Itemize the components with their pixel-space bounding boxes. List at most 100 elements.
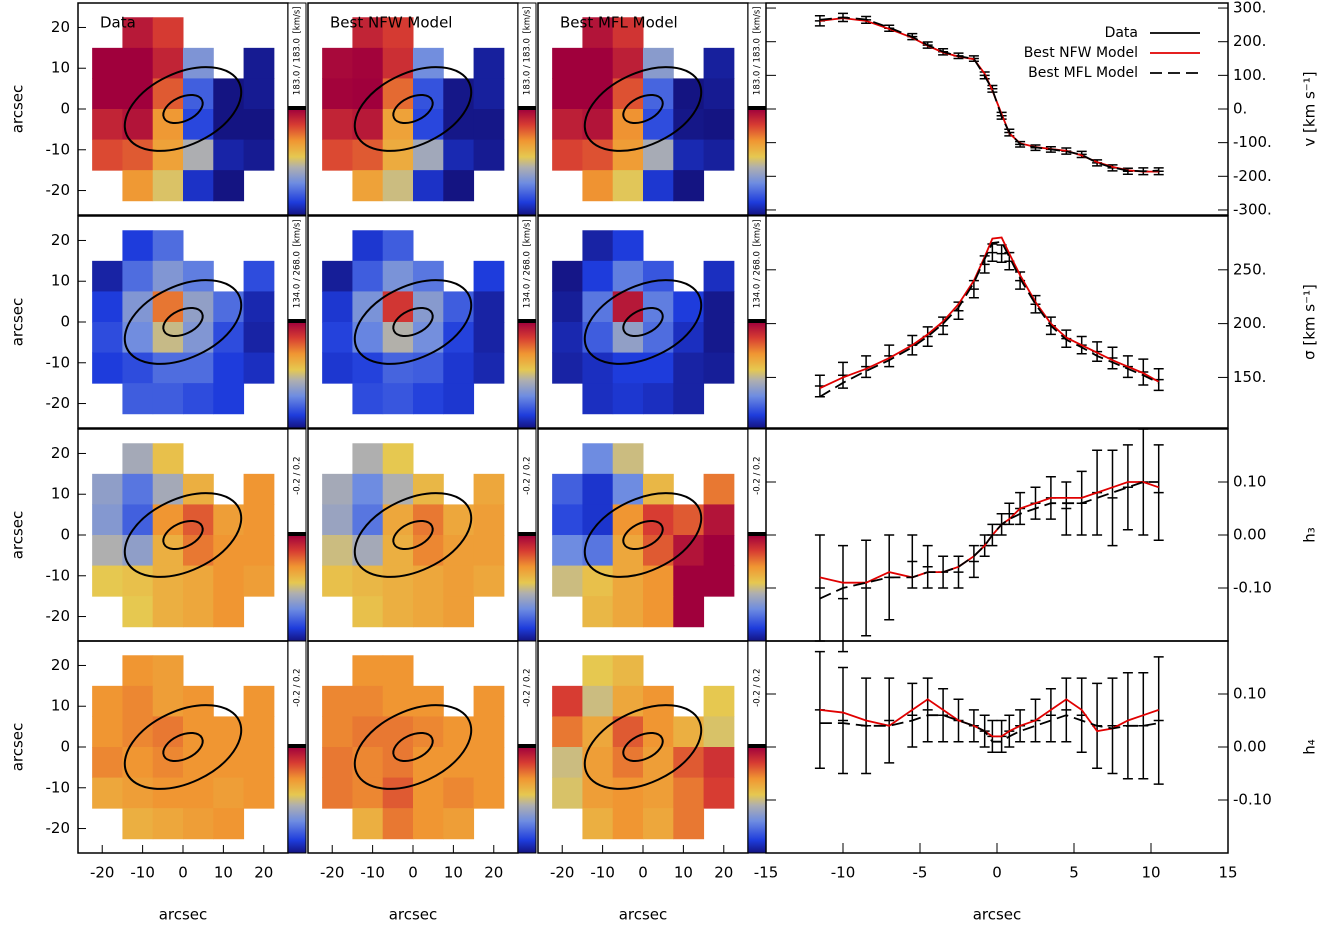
map-cell — [243, 291, 275, 323]
y-tick-label: 150. — [1233, 368, 1266, 386]
map-cell — [152, 565, 184, 597]
map-cell — [322, 260, 353, 292]
map-cell — [152, 322, 184, 354]
map-cell — [643, 685, 674, 717]
map-cell — [352, 170, 384, 202]
error-bar — [1015, 271, 1026, 290]
map-cell — [612, 260, 644, 292]
map — [322, 655, 505, 840]
map-cell — [582, 47, 614, 79]
colorbar — [287, 746, 307, 854]
error-bar — [1061, 481, 1072, 536]
map-cell — [413, 535, 444, 567]
map-cell — [122, 473, 154, 505]
map-cell — [92, 352, 123, 384]
map-cell — [643, 170, 674, 202]
map-cell — [382, 473, 414, 505]
error-bar — [1061, 677, 1072, 743]
map-cell — [382, 260, 414, 292]
map-cell — [243, 716, 275, 748]
colorbar-separator — [288, 319, 306, 323]
map-cell — [473, 716, 505, 748]
y-tick-label: 0.10 — [1233, 473, 1266, 491]
error-bar — [987, 243, 998, 262]
colorbar-unit: [km/s] — [293, 219, 303, 246]
y-axis-label: arcsec — [9, 511, 27, 560]
map-cell — [582, 383, 614, 415]
map-cell — [413, 747, 444, 779]
map-cell — [612, 322, 644, 354]
map-cell — [243, 78, 275, 110]
map-cell — [582, 230, 614, 262]
map-cell — [122, 170, 154, 202]
isophotes — [353, 492, 473, 578]
map-cell — [612, 596, 644, 628]
colorbar-separator — [288, 532, 306, 536]
error-bar — [838, 361, 848, 389]
map-cell — [582, 655, 614, 687]
map-cell — [413, 109, 444, 141]
map — [92, 655, 275, 840]
x-tick-label: -10 — [130, 864, 155, 882]
error-bar — [1004, 502, 1015, 526]
colorbar-unit: [km/s] — [523, 6, 533, 33]
map-cell — [213, 535, 245, 567]
map — [92, 230, 275, 415]
error-bar — [968, 279, 979, 299]
error-bar — [1138, 358, 1149, 386]
map-cell — [673, 139, 705, 171]
map-cell — [183, 109, 214, 141]
map-cell — [582, 473, 614, 505]
legend-label: Best NFW Model — [1024, 45, 1138, 61]
outer-ellipse — [353, 279, 473, 365]
map-cell — [643, 716, 674, 748]
map-cell — [612, 47, 644, 79]
error-bar — [979, 255, 990, 274]
map-cell — [582, 443, 614, 475]
map-cell — [213, 565, 245, 597]
map-cell — [183, 78, 214, 110]
map-cell — [243, 47, 275, 79]
inner-ellipse — [622, 731, 664, 763]
y-tick-label: -10 — [46, 140, 71, 158]
x-tick-label: 20 — [714, 864, 733, 882]
map-cell — [122, 685, 154, 717]
map-cell — [243, 565, 275, 597]
map-cell — [673, 109, 705, 141]
map-cell — [703, 322, 735, 354]
map-cell — [473, 260, 505, 292]
map-cell — [213, 747, 245, 779]
map-cell — [643, 139, 674, 171]
colorbar-unit: [km/s] — [523, 219, 533, 246]
map-cell — [122, 352, 154, 384]
map-cell — [352, 808, 384, 840]
colorbar — [287, 534, 307, 642]
map-cell — [413, 504, 444, 536]
model-line — [819, 698, 1159, 738]
colorbar-label: -0.2 / 0.2 — [523, 668, 533, 706]
map-cell — [703, 473, 735, 505]
outer-ellipse — [353, 492, 473, 578]
colorbar-separator — [518, 319, 536, 323]
colorbar-label: -0.2 / 0.2 — [523, 456, 533, 494]
map-cell — [443, 535, 475, 567]
map-cell — [122, 655, 154, 687]
map-cell — [382, 565, 414, 597]
map-cell — [152, 17, 184, 49]
map-cell — [183, 596, 214, 628]
y-tick-label: 0 — [60, 100, 70, 118]
x-axis-label: arcsec — [973, 906, 1022, 924]
map-cell — [552, 504, 583, 536]
map-cell — [322, 352, 353, 384]
error-bar — [814, 374, 825, 398]
map-cell — [92, 47, 123, 79]
map-cell — [552, 139, 583, 171]
y-tick-label: 20 — [51, 18, 70, 36]
model-line — [819, 714, 1159, 743]
isophotes — [353, 279, 473, 365]
map-cell — [473, 535, 505, 567]
y-tick-label: -20 — [46, 819, 71, 837]
map-cell — [322, 322, 353, 354]
map-cell — [183, 777, 214, 809]
